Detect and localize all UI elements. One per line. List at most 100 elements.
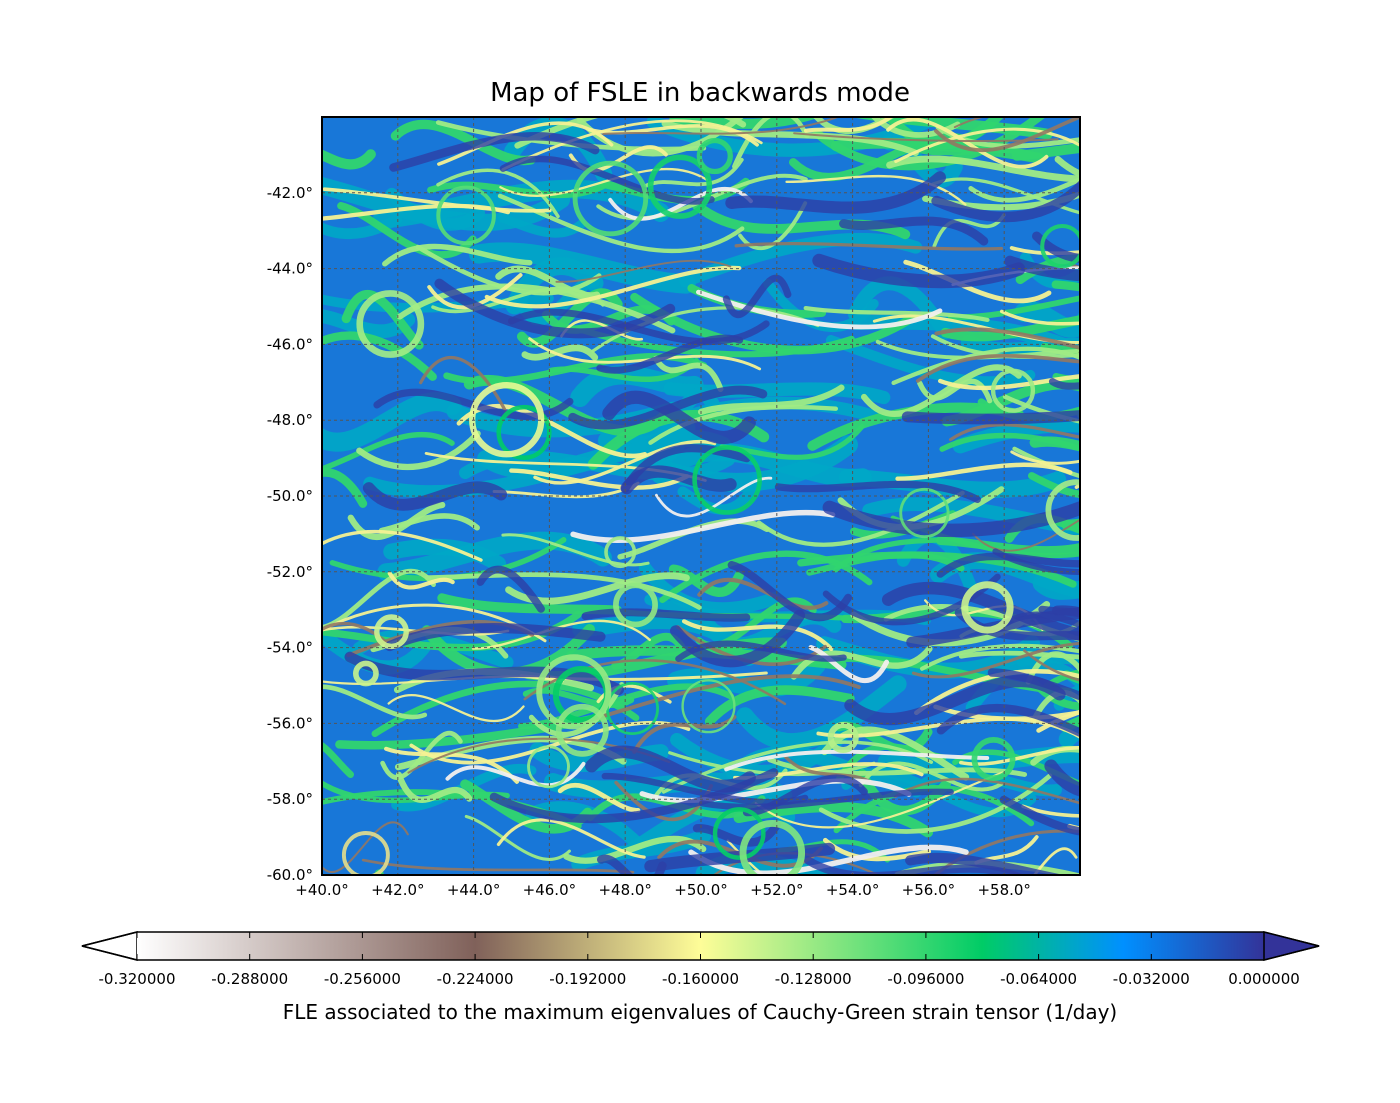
filament <box>930 334 1080 359</box>
filament <box>1090 730 1181 746</box>
filament <box>1076 409 1080 419</box>
filament <box>591 306 820 353</box>
eddy <box>739 819 806 875</box>
eddy <box>527 745 570 789</box>
filament <box>972 518 1080 552</box>
filament <box>1032 231 1080 264</box>
filament <box>999 795 1080 836</box>
filament <box>322 203 511 221</box>
filament <box>1044 759 1080 797</box>
eddy <box>961 581 1014 634</box>
filament <box>601 772 809 806</box>
filament <box>704 685 855 726</box>
filament <box>833 537 939 573</box>
filament <box>932 213 1006 248</box>
filament <box>322 331 437 381</box>
filament <box>464 814 571 861</box>
filament <box>659 550 873 604</box>
filament <box>968 176 1080 203</box>
filament <box>905 852 1065 875</box>
y-tick-label: -46.0° <box>267 335 313 353</box>
filament <box>1089 541 1230 558</box>
eddy <box>496 404 552 460</box>
filament <box>384 746 519 784</box>
filament <box>688 844 969 875</box>
filament <box>501 533 650 567</box>
filament <box>911 642 1080 679</box>
filament <box>784 755 873 785</box>
filament <box>722 274 792 319</box>
filament <box>602 117 841 135</box>
colorbar-tick-label: -0.192000 <box>549 970 626 988</box>
filament <box>844 675 1066 726</box>
eddy <box>356 290 425 358</box>
eddy <box>1040 223 1080 269</box>
eddy <box>647 154 713 219</box>
y-tick-label: -52.0° <box>267 563 313 581</box>
filament <box>501 119 763 171</box>
filament <box>1016 652 1080 667</box>
filament <box>651 442 872 488</box>
filament <box>509 468 690 490</box>
filament <box>895 462 1073 481</box>
filament <box>1088 664 1211 695</box>
filament <box>1031 679 1080 711</box>
filament <box>931 179 1080 223</box>
filament <box>523 658 787 706</box>
filament <box>886 155 1080 183</box>
filament <box>818 773 1053 834</box>
filament <box>793 132 1059 143</box>
filament <box>533 440 717 485</box>
filament <box>803 306 990 322</box>
filament <box>621 444 751 493</box>
filament <box>1097 480 1332 519</box>
filament <box>1092 655 1342 669</box>
eddy <box>604 536 637 569</box>
colorbar-tick-label: -0.256000 <box>324 970 401 988</box>
eddy <box>555 703 609 757</box>
filament <box>1051 280 1080 292</box>
filament <box>726 745 935 795</box>
filament <box>697 384 845 416</box>
filament <box>322 187 552 213</box>
x-tick-label: +56.0° <box>902 881 955 899</box>
filament <box>568 385 768 430</box>
filament <box>1058 721 1080 748</box>
filament <box>812 117 1046 171</box>
filament <box>1029 436 1080 452</box>
y-tick-label: -60.0° <box>267 866 313 884</box>
filament <box>881 581 1080 641</box>
x-tick-label: +54.0° <box>826 881 879 899</box>
colorbar-tick-label: -0.320000 <box>99 970 176 988</box>
filament <box>639 778 912 804</box>
filament <box>1021 804 1080 818</box>
filament <box>992 548 1080 576</box>
map-plot-area <box>321 116 1342 876</box>
filament <box>914 669 1080 716</box>
filament <box>322 684 428 720</box>
filament <box>870 117 961 138</box>
filament <box>822 837 932 862</box>
filament <box>1106 276 1221 298</box>
colorbar-under-extension <box>81 931 138 961</box>
filament <box>1095 664 1330 701</box>
filament <box>947 295 1080 320</box>
filament <box>597 854 667 875</box>
filament <box>644 157 744 188</box>
filament <box>901 410 1080 425</box>
filament <box>1094 272 1335 302</box>
filament <box>999 309 1080 326</box>
filament <box>322 529 483 562</box>
filament <box>322 309 416 339</box>
filament <box>785 174 967 206</box>
filament <box>322 468 368 508</box>
filament <box>677 474 762 515</box>
filament <box>322 391 462 452</box>
filament <box>754 770 1007 829</box>
filament <box>661 120 919 157</box>
eddy <box>613 582 658 628</box>
filament <box>1011 143 1080 161</box>
filament <box>774 480 981 503</box>
filament <box>1118 489 1181 521</box>
eddy <box>681 679 736 734</box>
